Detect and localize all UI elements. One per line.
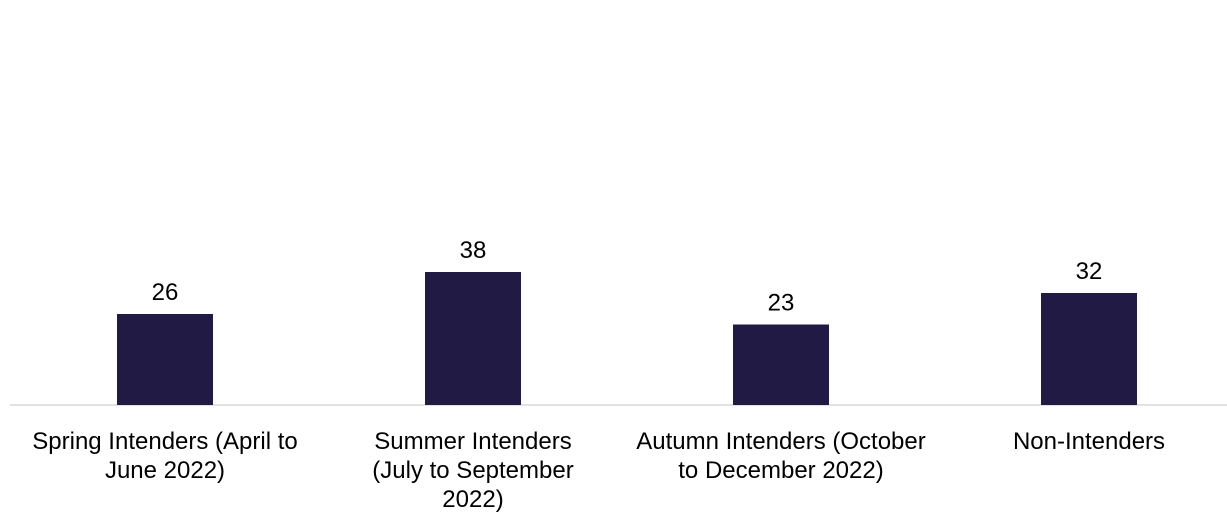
bar — [117, 314, 213, 405]
value-label: 26 — [152, 279, 179, 306]
bar — [1041, 293, 1137, 405]
value-label: 32 — [1076, 258, 1103, 285]
value-label: 38 — [460, 237, 487, 264]
bar — [425, 272, 521, 405]
x-tick-label: Non-Intenders — [1012, 428, 1166, 455]
x-tick-label: Summer Intenders (July to September 2022… — [372, 428, 574, 513]
x-tick-label: Autumn Intenders (October to December 20… — [636, 428, 926, 484]
x-tick-label: Spring Intenders (April to June 2022) — [32, 428, 298, 484]
value-label: 23 — [768, 290, 795, 317]
bar — [733, 324, 829, 405]
